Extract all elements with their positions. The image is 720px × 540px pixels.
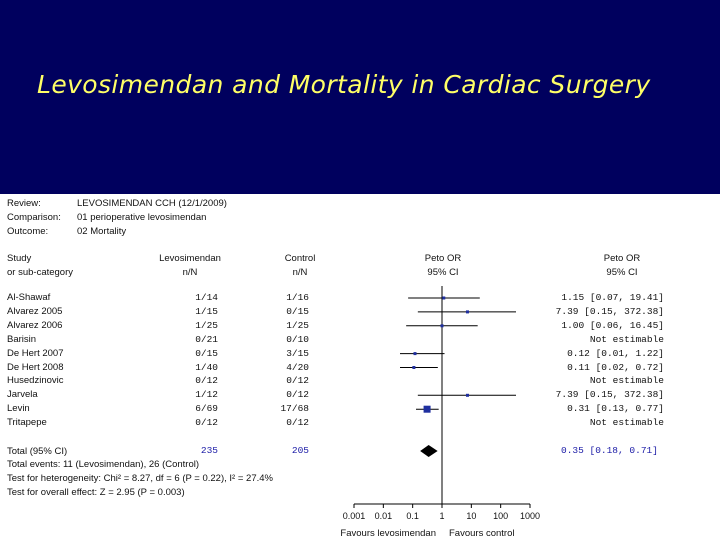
levosimendan-events: 1/25	[195, 320, 218, 331]
point-estimate	[440, 324, 444, 328]
header-peto-ci-values: 95% CI	[606, 267, 638, 278]
point-estimate	[442, 296, 446, 300]
peto-or-ci-text: Not estimable	[589, 417, 664, 428]
favours-control-label: Favours control	[449, 528, 515, 539]
footnote-total-events: Total events: 11 (Levosimendan), 26 (Con…	[7, 459, 200, 470]
point-estimate	[413, 352, 417, 356]
peto-or-ci-text: 7.39 [0.15, 372.38]	[555, 389, 664, 400]
x-tick-label: 0.001	[343, 511, 366, 521]
total-levosimendan: 235	[200, 445, 218, 456]
study-name: De Hert 2007	[7, 348, 64, 359]
peto-or-ci-text: Not estimable	[589, 375, 664, 386]
study-name: Al-Shawaf	[7, 292, 51, 303]
title-band: Levosimendan and Mortality in Cardiac Su…	[0, 0, 720, 194]
x-tick-label: 1000	[520, 511, 540, 521]
outcome-label: Outcome:	[7, 226, 49, 237]
forest-plot-panel: Review: LEVOSIMENDAN CCH (12/1/2009) Com…	[0, 194, 720, 540]
point-estimate	[412, 366, 416, 369]
x-tick-label: 100	[493, 511, 508, 521]
study-name: De Hert 2008	[7, 362, 64, 373]
x-tick-label: 0.01	[375, 511, 393, 521]
levosimendan-events: 0/15	[195, 348, 218, 359]
header-peto-ci-plot: 95% CI	[427, 267, 459, 278]
levosimendan-events: 0/12	[195, 375, 218, 386]
total-ci-text: 0.35 [0.18, 0.71]	[561, 445, 658, 456]
levosimendan-events: 1/12	[195, 389, 218, 400]
study-name: Barisin	[7, 334, 37, 345]
peto-or-ci-text: 7.39 [0.15, 372.38]	[555, 306, 664, 317]
levosimendan-events: 6/69	[195, 403, 218, 414]
forest-plot-svg: 0.001 0.01 0.1 1 10 100 1000	[343, 286, 540, 521]
pooled-estimate-diamond	[420, 445, 438, 457]
peto-or-ci-text: Not estimable	[589, 334, 664, 345]
header-levosimendan-nN: n/N	[182, 267, 198, 278]
point-estimate	[465, 393, 469, 397]
header-peto-or-plot: Peto OR	[424, 253, 462, 264]
slide-title: Levosimendan and Mortality in Cardiac Su…	[37, 70, 651, 99]
levosimendan-events: 1/40	[195, 362, 218, 373]
point-estimate	[423, 405, 431, 413]
header-peto-or-values: Peto OR	[603, 253, 641, 264]
control-events: 1/16	[286, 292, 309, 303]
peto-or-ci-text: 1.00 [0.06, 16.45]	[561, 320, 664, 331]
study-name: Jarvela	[7, 389, 38, 400]
control-events: 3/15	[286, 348, 309, 359]
header-subcategory: or sub-category	[7, 267, 74, 278]
levosimendan-events: 0/12	[195, 417, 218, 428]
levosimendan-events: 1/14	[195, 292, 218, 303]
comparison-value: 01 perioperative levosimendan	[77, 212, 207, 223]
study-name: Alvarez 2005	[7, 306, 63, 317]
point-estimate	[465, 310, 469, 314]
review-label: Review:	[7, 198, 41, 209]
total-label: Total (95% CI)	[7, 446, 68, 457]
control-events: 0/15	[286, 306, 309, 317]
study-name: Levin	[7, 403, 30, 414]
x-tick-label: 1	[439, 511, 444, 521]
peto-or-ci-text: 0.11 [0.02, 0.72]	[567, 362, 664, 373]
peto-or-ci-text: 0.31 [0.13, 0.77]	[567, 403, 664, 414]
levosimendan-events: 1/15	[195, 306, 218, 317]
control-events: 17/68	[280, 403, 309, 414]
review-value: LEVOSIMENDAN CCH (12/1/2009)	[77, 198, 227, 209]
control-events: 0/10	[286, 334, 309, 345]
x-tick-label: 10	[466, 511, 476, 521]
study-name: Tritapepe	[7, 417, 47, 428]
header-control-nN: n/N	[292, 267, 308, 278]
total-control: 205	[291, 445, 309, 456]
control-events: 0/12	[286, 417, 309, 428]
favours-levosimendan-label: Favours levosimendan	[340, 528, 436, 539]
outcome-value: 02 Mortality	[77, 226, 127, 237]
control-events: 0/12	[286, 389, 309, 400]
control-events: 0/12	[286, 375, 309, 386]
header-levosimendan: Levosimendan	[159, 253, 221, 264]
header-study: Study	[7, 253, 32, 264]
peto-or-ci-text: 0.12 [0.01, 1.22]	[567, 348, 664, 359]
control-events: 4/20	[286, 362, 309, 373]
control-events: 1/25	[286, 320, 309, 331]
levosimendan-events: 0/21	[195, 334, 218, 345]
footnote-overall-effect: Test for overall effect: Z = 2.95 (P = 0…	[7, 487, 185, 498]
study-name: Husedzinovic	[7, 375, 64, 386]
comparison-label: Comparison:	[7, 212, 61, 223]
header-control: Control	[284, 253, 316, 264]
footnote-heterogeneity: Test for heterogeneity: Chi² = 8.27, df …	[7, 473, 273, 484]
study-name: Alvarez 2006	[7, 320, 63, 331]
x-tick-label: 0.1	[406, 511, 419, 521]
peto-or-ci-text: 1.15 [0.07, 19.41]	[561, 292, 664, 303]
